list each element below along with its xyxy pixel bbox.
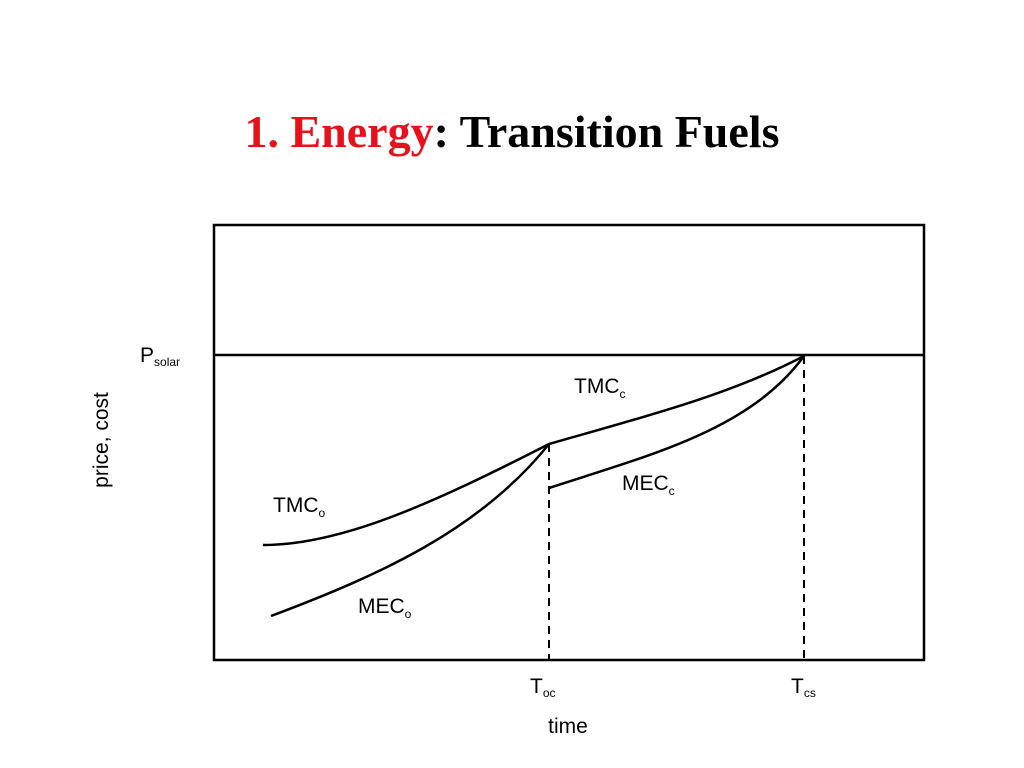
tmc-c-curve — [548, 354, 805, 446]
title-accent: 1. Energy — [244, 106, 434, 157]
t-cs-label: Tcs — [791, 675, 816, 700]
x-axis-label: time — [548, 715, 588, 738]
mec-c-curve — [548, 355, 806, 490]
mec-c-label: MECc — [622, 472, 675, 498]
tmc-o-label: TMCo — [273, 494, 326, 520]
mec-o-label: MECo — [358, 595, 412, 621]
y-axis-label: price, cost — [90, 392, 113, 488]
title-rest: : Transition Fuels — [433, 106, 780, 157]
tmc-c-label: TMCc — [574, 375, 626, 401]
plot-frame — [212, 223, 926, 662]
mec-o-curve — [270, 443, 550, 618]
tmc-o-curve — [262, 442, 550, 547]
t-oc-label: Toc — [530, 675, 556, 700]
slide-title: 1. Energy: Transition Fuels — [0, 104, 1024, 159]
p-solar-label: Psolar — [140, 344, 180, 369]
